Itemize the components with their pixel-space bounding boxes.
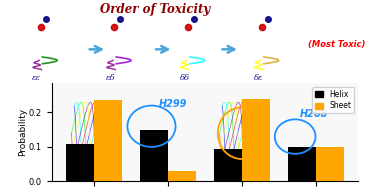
Text: Order of Toxicity: Order of Toxicity bbox=[100, 3, 210, 15]
Bar bbox=[316, 147, 344, 181]
Bar bbox=[168, 171, 196, 181]
Text: εδ: εδ bbox=[106, 74, 115, 82]
Bar bbox=[288, 147, 316, 181]
Bar bbox=[214, 149, 242, 181]
Bar bbox=[139, 130, 168, 181]
Bar bbox=[94, 100, 122, 181]
Text: (Most Toxic): (Most Toxic) bbox=[308, 40, 365, 49]
Text: εε: εε bbox=[32, 74, 41, 82]
Text: H299: H299 bbox=[159, 99, 187, 109]
Y-axis label: Probability: Probability bbox=[18, 108, 27, 156]
Text: δε: δε bbox=[254, 74, 263, 82]
Text: δδ: δδ bbox=[179, 74, 190, 82]
Legend: Helix, Sheet: Helix, Sheet bbox=[312, 87, 354, 113]
Bar bbox=[66, 143, 94, 181]
Text: H268: H268 bbox=[300, 109, 328, 119]
Bar bbox=[242, 99, 270, 181]
